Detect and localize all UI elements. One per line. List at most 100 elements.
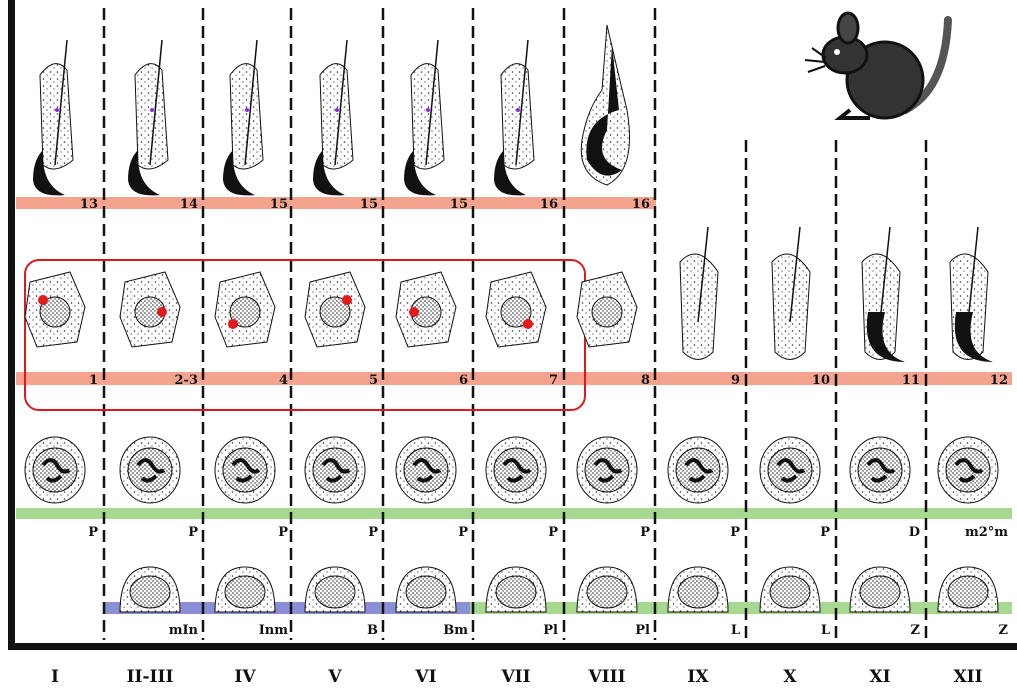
cell-type-label: P — [548, 525, 558, 540]
nucleus — [403, 447, 449, 493]
cell-type-label: Pl — [543, 623, 558, 638]
cell-type-label: L — [821, 623, 830, 638]
nucleus — [493, 447, 539, 493]
step-label: 15 — [450, 197, 468, 212]
nucleus — [769, 575, 811, 609]
nucleus — [677, 575, 719, 609]
step-label: 15 — [270, 197, 288, 212]
nucleus — [495, 575, 537, 609]
chromatin — [593, 458, 623, 483]
step-label: 16 — [632, 197, 650, 212]
flagellum — [54, 39, 68, 166]
step-label: 8 — [641, 373, 650, 388]
nucleus — [314, 575, 356, 609]
cell-type-label: P — [730, 525, 740, 540]
chromatin — [321, 458, 351, 483]
cell-type-label: P — [278, 525, 288, 540]
head — [33, 150, 65, 196]
head — [128, 150, 160, 196]
nucleus — [229, 296, 261, 328]
cell-type-label: L — [731, 623, 740, 638]
head — [313, 150, 345, 196]
step-label: 10 — [812, 373, 830, 388]
stage-label: V — [327, 667, 342, 687]
cell-type-label: B — [367, 623, 378, 638]
cell-type-label: P — [458, 525, 468, 540]
chromatin — [776, 458, 806, 483]
chromatin — [684, 458, 714, 483]
flagellum — [334, 39, 348, 166]
nucleus — [859, 575, 901, 609]
nucleus — [312, 447, 358, 493]
marker — [335, 108, 339, 112]
step-label: 11 — [902, 373, 920, 388]
flagellum — [244, 39, 258, 166]
cell-type-label: P — [188, 525, 198, 540]
step-label: 9 — [731, 373, 740, 388]
head — [954, 312, 993, 362]
step-label: 5 — [369, 373, 378, 388]
chromatin — [41, 458, 71, 483]
spermatid — [410, 63, 445, 170]
cell-type-label: Bm — [443, 623, 468, 638]
cell-type-label: D — [909, 525, 920, 540]
chromatin — [231, 458, 261, 483]
head — [866, 312, 905, 362]
stage-label: VII — [500, 667, 530, 687]
flagellum — [697, 226, 709, 323]
cell-type-label: Z — [999, 623, 1009, 638]
step-label: 4 — [279, 373, 288, 388]
marker — [516, 108, 520, 112]
nucleus — [319, 296, 351, 328]
acrosome-marker — [342, 295, 352, 305]
chromatin — [866, 458, 896, 483]
nucleus — [767, 447, 813, 493]
chromatin — [502, 458, 532, 483]
step-label: 6 — [459, 373, 468, 388]
acrosome-marker — [157, 307, 167, 317]
stage-label: XII — [953, 667, 982, 687]
nucleus — [500, 296, 532, 328]
stage-label: VI — [414, 667, 436, 687]
acrosome-marker — [409, 307, 419, 317]
nucleus — [405, 575, 447, 609]
nucleus — [224, 575, 266, 609]
step-label: 2-3 — [175, 373, 199, 388]
marker — [55, 108, 59, 112]
flagellum — [149, 39, 163, 166]
nucleus — [39, 296, 71, 328]
cell-type-label: m2°m — [965, 525, 1008, 540]
nucleus — [857, 447, 903, 493]
nucleus — [586, 575, 628, 609]
acrosome-marker — [38, 295, 48, 305]
mouse-icon — [804, 11, 952, 120]
flagellum — [425, 39, 439, 166]
step-label: 13 — [80, 197, 98, 212]
flagellum — [789, 226, 801, 323]
head — [494, 150, 526, 196]
stage-label: X — [783, 667, 797, 687]
acrosome-marker — [523, 319, 533, 329]
spermatid — [229, 63, 264, 170]
step-label: 15 — [360, 197, 378, 212]
head — [404, 150, 436, 196]
chromatin — [954, 458, 984, 483]
stage-dividers — [102, 8, 928, 640]
nucleus — [591, 296, 623, 328]
spermatid — [319, 63, 354, 170]
step-label: 1 — [89, 373, 98, 388]
stage-label: VIII — [587, 667, 625, 687]
cell-type-label: P — [368, 525, 378, 540]
step-label: 12 — [990, 373, 1008, 388]
head — [223, 150, 255, 196]
chromatin — [412, 458, 442, 483]
spermatid — [500, 63, 535, 170]
step-label: 16 — [540, 197, 558, 212]
flagellum — [967, 226, 979, 323]
chromatin — [136, 458, 166, 483]
step-label: 14 — [180, 197, 198, 212]
cell-type-label: P — [88, 525, 98, 540]
cell-type-label: Z — [911, 623, 921, 638]
nucleus — [32, 447, 78, 493]
